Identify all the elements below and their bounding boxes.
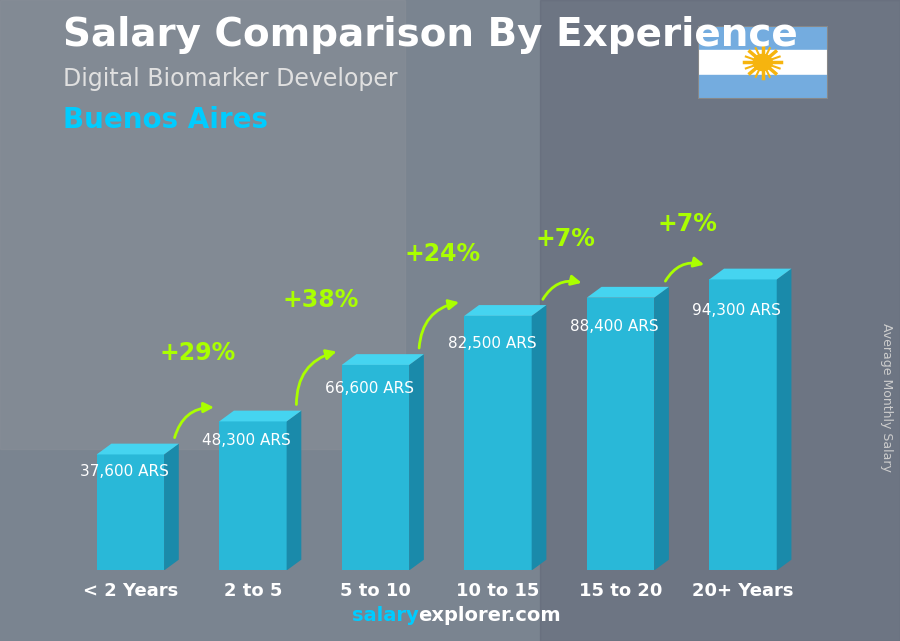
Text: Salary Comparison By Experience: Salary Comparison By Experience [63,16,797,54]
Text: Average Monthly Salary: Average Monthly Salary [880,323,893,472]
Circle shape [753,54,772,71]
FancyBboxPatch shape [587,297,654,570]
Polygon shape [464,305,546,316]
Text: 82,500 ARS: 82,500 ARS [447,337,536,351]
Polygon shape [532,305,546,570]
Text: explorer.com: explorer.com [418,606,561,625]
Polygon shape [709,269,791,279]
Text: Digital Biomarker Developer: Digital Biomarker Developer [63,67,398,91]
Circle shape [755,56,770,69]
Text: +38%: +38% [282,288,358,312]
Text: 94,300 ARS: 94,300 ARS [692,303,781,318]
Text: salary: salary [352,606,419,625]
Text: 88,400 ARS: 88,400 ARS [570,319,659,335]
FancyBboxPatch shape [464,316,532,570]
Bar [698,75,828,99]
Text: Buenos Aires: Buenos Aires [63,106,268,134]
Polygon shape [164,444,179,570]
Polygon shape [342,354,424,365]
Polygon shape [654,287,669,570]
FancyBboxPatch shape [96,454,164,570]
Text: +29%: +29% [159,341,236,365]
Polygon shape [587,287,669,297]
Bar [698,26,828,50]
Text: +24%: +24% [405,242,481,266]
Bar [540,0,900,641]
Polygon shape [410,354,424,570]
Text: +7%: +7% [658,212,718,236]
Text: +7%: +7% [536,227,595,251]
FancyBboxPatch shape [709,279,777,570]
Polygon shape [96,444,179,454]
Polygon shape [777,269,791,570]
Polygon shape [286,411,302,570]
Bar [0,0,405,449]
Text: 48,300 ARS: 48,300 ARS [202,433,292,448]
Bar [698,50,828,75]
Text: 37,600 ARS: 37,600 ARS [80,463,168,479]
Polygon shape [220,411,302,421]
FancyBboxPatch shape [220,421,286,570]
FancyBboxPatch shape [342,365,410,570]
Text: 66,600 ARS: 66,600 ARS [325,381,414,396]
